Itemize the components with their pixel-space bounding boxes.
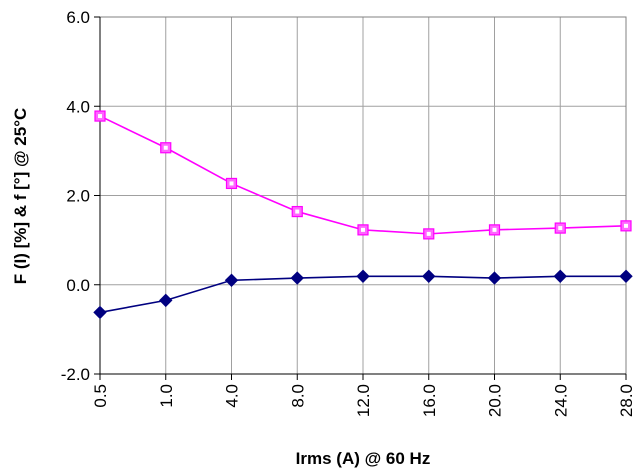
data-point-square-inner <box>98 114 102 119</box>
y-tick-label: 0.0 <box>66 276 90 295</box>
data-point-square-inner <box>558 226 563 231</box>
axes <box>94 16 627 380</box>
series-2 <box>93 269 633 320</box>
data-point-square-inner <box>229 181 234 186</box>
x-axis-title: Irms (A) @ 60 Hz <box>296 449 431 468</box>
data-point-diamond <box>619 269 633 283</box>
x-tick-label: 12.0 <box>354 384 373 417</box>
data-point-square-inner <box>163 145 168 150</box>
y-tick-labels: -2.0 0.0 2.0 4.0 6.0 <box>61 8 90 384</box>
y-tick-label: 6.0 <box>66 8 90 27</box>
data-point-diamond <box>553 269 567 283</box>
y-tick-label: -2.0 <box>61 365 90 384</box>
data-point-diamond <box>224 273 239 287</box>
x-tick-labels: 0.5 1.0 4.0 8.0 12.0 16.0 20.0 24.0 28.0 <box>91 384 636 417</box>
series-layer <box>93 110 633 320</box>
x-tick-label: 1.0 <box>157 384 176 408</box>
y-tick-label: 4.0 <box>66 97 90 116</box>
y-tick-label: 2.0 <box>66 187 90 206</box>
data-point-diamond <box>487 271 502 285</box>
x-tick-label: 28.0 <box>617 384 636 417</box>
grid-lines <box>100 16 626 375</box>
data-point-square-inner <box>426 231 431 236</box>
data-point-square-inner <box>361 227 365 232</box>
x-tick-label: 16.0 <box>420 384 439 417</box>
data-point-diamond <box>159 293 173 308</box>
data-point-square-inner <box>624 223 628 228</box>
x-tick-label: 20.0 <box>486 384 505 417</box>
data-point-square-inner <box>492 227 497 232</box>
x-tick-label: 24.0 <box>551 384 570 417</box>
data-point-diamond <box>290 271 304 285</box>
data-point-diamond <box>356 269 370 283</box>
data-point-diamond <box>93 305 107 320</box>
series-1 <box>94 110 632 240</box>
x-tick-label: 0.5 <box>91 384 110 408</box>
x-tick-label: 8.0 <box>288 384 307 408</box>
x-tick-label: 4.0 <box>223 384 242 408</box>
y-axis-title: F (I) [%] & f [°] @ 25°C <box>11 108 30 285</box>
data-point-square-inner <box>295 209 300 214</box>
data-point-diamond <box>422 269 436 283</box>
